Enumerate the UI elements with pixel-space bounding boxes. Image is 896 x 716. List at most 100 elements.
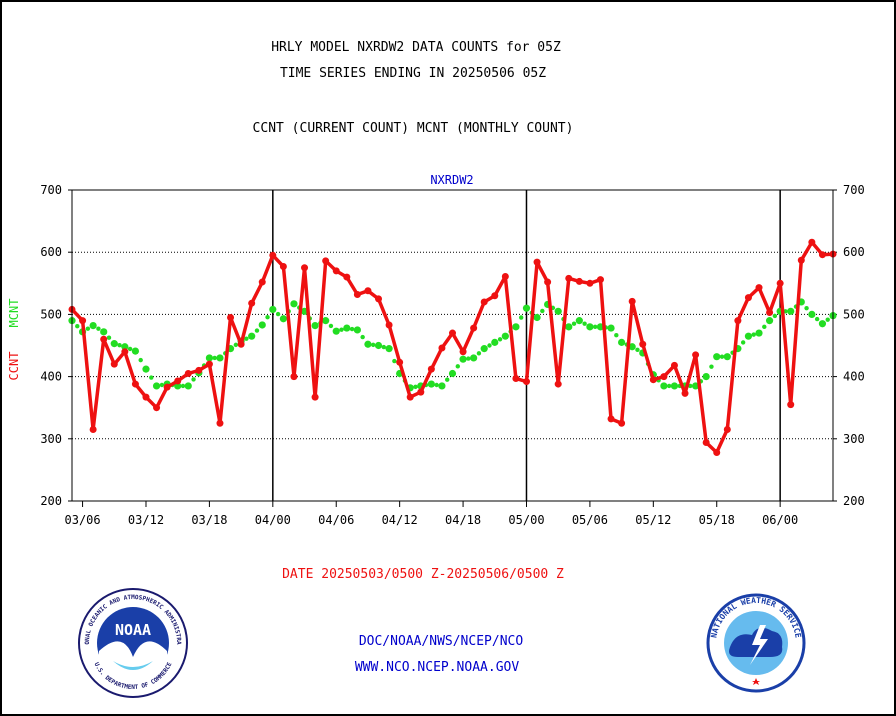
chart-title-line1: HRLY MODEL NXRDW2 DATA COUNTS for 05Z [271,40,561,55]
mcnt-point [248,332,256,340]
ccnt-point [692,351,700,359]
mcnt-point [765,317,774,325]
plot-area: NXRDW2 200 200 300 300 400 400 500 500 600 600 700… [7,173,865,527]
mcnt-point [713,353,721,361]
ccnt-point [459,348,467,356]
ccnt-point [438,344,446,352]
ccnt-point [269,251,277,259]
ccnt-point [670,361,678,369]
mcnt-point [522,304,531,312]
mcnt-point [332,327,340,335]
mcnt-dot [614,333,619,338]
ccnt-point [174,377,182,385]
mcnt-dot [540,308,545,314]
mcnt-dot [466,356,471,361]
ccnt-point [702,439,710,447]
ccnt-point [322,257,330,265]
ccnt-point [100,335,108,343]
mcnt-dot [75,324,80,329]
mcnt-point [174,382,182,390]
url-label: WWW.NCO.NCEP.NOAA.GOV [355,660,520,675]
ccnt-point [353,290,361,298]
ccnt-point [533,258,541,266]
x-tick-05-06: 05/06 [572,513,608,527]
ccnt-point [195,366,203,374]
ccnt-point [776,279,784,287]
chart-title-line2: TIME SERIES ENDING IN 20250506 05Z [280,66,546,81]
mcnt-point [512,323,520,331]
x-tick-06-00: 06/00 [762,513,798,527]
mcnt-point [818,320,827,328]
y-tick-right-400: 400 [843,370,865,384]
mcnt-dot [244,336,249,341]
ccnt-point [290,373,298,381]
mcnt-dot [434,382,439,388]
ccnt-point [131,380,139,388]
y-tick-left-300: 300 [40,432,62,446]
mcnt-dot [688,383,693,389]
ccnt-point [818,251,826,259]
mcnt-dot [519,315,524,320]
mcnt-dot [349,326,355,332]
mcnt-dot [371,342,376,348]
nws-logo-icon: NATIONAL WEATHER SERVICE [706,593,806,693]
ccnt-point [723,425,731,433]
mcnt-point [353,326,361,334]
ccnt-point [205,360,213,368]
mcnt-dot [497,337,503,342]
y-tick-left-400: 400 [40,370,62,384]
ccnt-point [480,298,488,306]
mcnt-dot [360,334,365,340]
x-tick-04-06: 04/06 [318,513,354,527]
mcnt-point [787,307,795,315]
mcnt-dot [149,375,154,380]
mcnt-dot [772,313,778,319]
ccnt-point [554,380,562,388]
mcnt-point [670,382,679,390]
mcnt-point [501,332,509,340]
mcnt-point [364,340,372,348]
mcnt-point [100,328,108,336]
mcnt-dot [487,343,492,348]
ccnt-point [744,294,752,302]
y-tick-right-300: 300 [843,432,865,446]
y-tick-left-500: 500 [40,307,62,321]
mcnt-dot [85,326,91,331]
mcnt-dot [413,384,418,390]
y-tick-left-600: 600 [40,245,62,259]
ccnt-point [586,279,594,287]
mcnt-dot [275,311,281,317]
mcnt-point [480,345,488,353]
x-tick-03-06: 03/06 [65,513,101,527]
mcnt-point [427,380,435,388]
mcnt-point [385,345,393,353]
x-tick-04-18: 04/18 [445,513,481,527]
ccnt-point [618,419,626,427]
mcnt-dot [804,305,809,311]
mcnt-dot [180,383,186,389]
ccnt-point [142,393,150,401]
ccnt-point [470,324,478,332]
ccnt-point [79,317,87,325]
mcnt-point [110,340,118,348]
series-ccnt [68,238,837,456]
ccnt-point [417,388,425,396]
ccnt-point [544,278,552,286]
ccnt-point [628,297,636,305]
mcnt-dot [233,342,239,348]
mcnt-point [205,354,214,362]
ccnt-point [153,404,161,412]
mcnt-dot [191,377,196,382]
mcnt-dot [814,316,820,322]
x-tick-03-18: 03/18 [191,513,227,527]
ccnt-point [755,284,763,292]
ccnt-point [565,274,573,282]
mcnt-point [184,382,192,390]
mcnt-dot [825,317,830,322]
ccnt-point [575,277,583,285]
mcnt-dot [96,326,101,331]
ccnt-point [258,278,266,286]
ccnt-point [660,373,668,381]
mcnt-point [374,341,383,350]
mcnt-dot [476,351,482,356]
